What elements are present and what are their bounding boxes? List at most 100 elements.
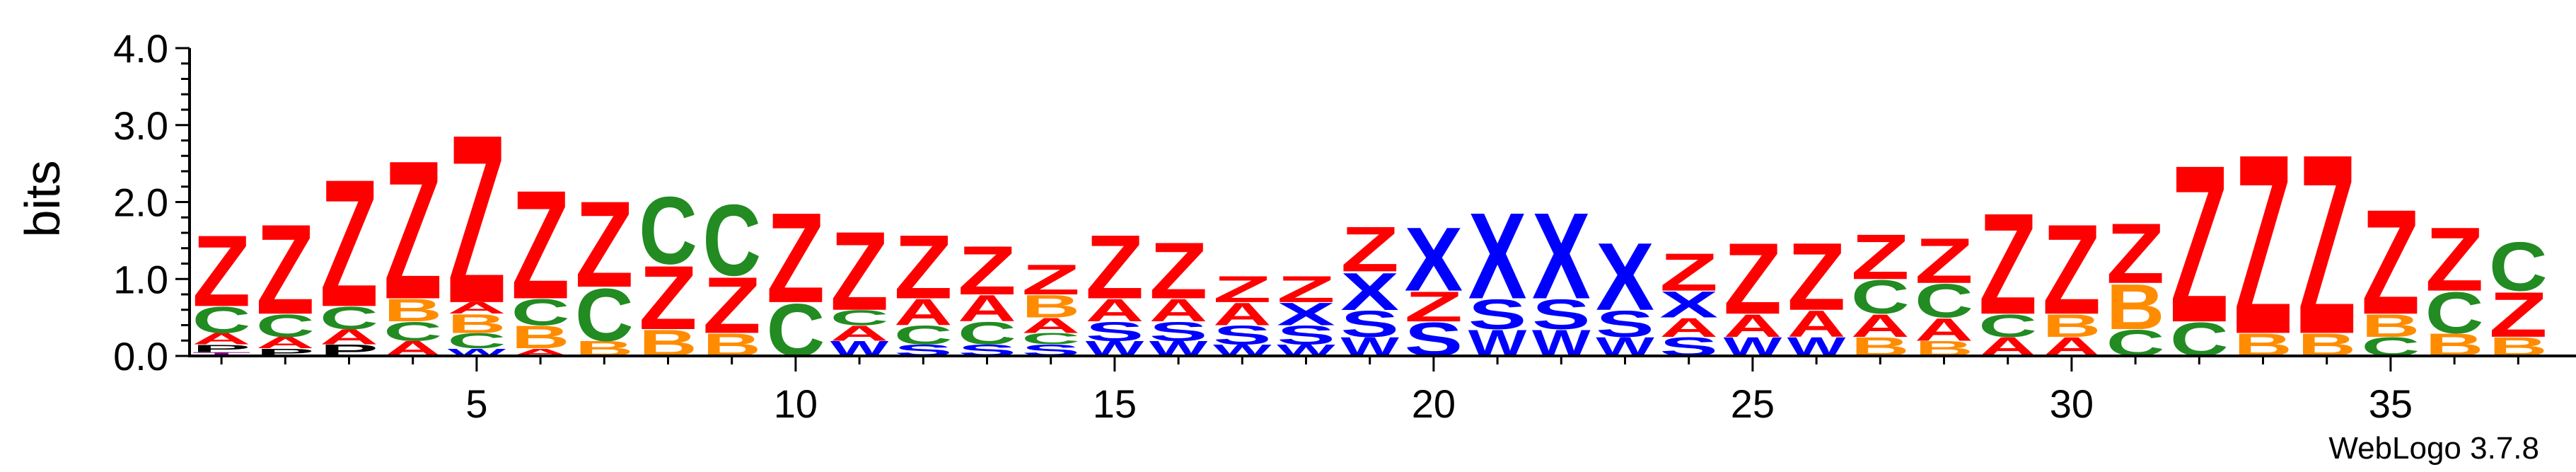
logo-glyph-c: C <box>1021 330 1080 347</box>
y-tick-label: 2.0 <box>113 180 168 225</box>
logo-glyph-x: X <box>1405 209 1463 311</box>
logo-glyph-a: A <box>830 321 889 345</box>
logo-glyph-a: A <box>1724 309 1782 344</box>
logo-glyph-c: C <box>702 184 761 297</box>
logo-glyph-x: X <box>1468 188 1527 326</box>
logo-glyph-z: Z <box>958 231 1016 309</box>
logo-glyph-a: A <box>1213 297 1272 332</box>
logo-glyph-b: B <box>1021 289 1080 324</box>
logo-glyph-z: Z <box>2425 209 2484 311</box>
x-tick-label: 15 <box>1093 381 1137 426</box>
logo-glyph-z: Z <box>2489 280 2548 351</box>
logo-glyph-z: Z <box>1086 217 1144 318</box>
logo-glyph-b: B <box>383 293 442 328</box>
logo-glyph-c: C <box>1915 275 1973 328</box>
logo-glyph-c: C <box>575 273 634 357</box>
logo-glyph-z: Z <box>1021 255 1080 304</box>
logo-glyph-a: A <box>958 287 1016 329</box>
logo-glyph-x: X <box>1596 224 1654 331</box>
logo-glyph-c: C <box>958 316 1016 351</box>
y-axis-label: bits <box>15 161 70 238</box>
logo-glyph-s: S <box>1086 317 1144 347</box>
logo-glyph-z: Z <box>1978 184 2037 345</box>
logo-glyph-b: B <box>2043 309 2101 344</box>
y-tick-label: 3.0 <box>113 103 168 148</box>
logo-glyph-z: Z <box>511 159 570 332</box>
logo-glyph-x: X <box>1340 262 1399 321</box>
x-tick-label: 35 <box>2369 381 2413 426</box>
logo-glyph-a: A <box>320 325 378 349</box>
logo-glyph-a: A <box>1086 293 1144 328</box>
logo-glyph-z: Z <box>1340 214 1399 286</box>
logo-glyph-s: S <box>1340 303 1399 345</box>
logo-glyph-c: C <box>894 321 953 350</box>
x-tick-label: 30 <box>2050 381 2094 426</box>
logo-glyph-c: C <box>256 309 315 344</box>
logo-glyph-z: Z <box>1787 224 1846 331</box>
logo-glyph-a: A <box>1915 312 1973 347</box>
x-tick-label: 5 <box>465 381 487 426</box>
logo-glyph-s: S <box>1532 290 1591 338</box>
x-tick-label: 10 <box>774 381 818 426</box>
y-tick-label: 1.0 <box>113 257 168 301</box>
logo-glyph-c: C <box>2425 280 2484 345</box>
logo-glyph-z: Z <box>1149 226 1208 316</box>
logo-glyph-a: A <box>192 330 251 347</box>
logo-glyph-z: Z <box>448 85 506 354</box>
logo-glyph-z: Z <box>1851 222 1910 294</box>
logo-glyph-z: Z <box>256 198 315 342</box>
logo-glyph-c: C <box>383 317 442 347</box>
logo-glyph-z: Z <box>1915 226 1973 297</box>
logo-glyph-b: B <box>2106 272 2165 343</box>
logo-glyph-a: A <box>448 299 506 317</box>
logo-glyph-s: S <box>1213 321 1272 350</box>
logo-glyph-z: Z <box>1405 282 1463 330</box>
logo-glyph-a: A <box>894 292 953 333</box>
logo-glyph-a: A <box>1021 313 1080 338</box>
logo-glyph-b: B <box>2362 309 2420 344</box>
logo-glyph-z: Z <box>1724 222 1782 335</box>
logo-glyph-x: X <box>1532 188 1591 326</box>
logo-glyph-a: A <box>256 334 315 352</box>
logo-glyph-c: C <box>320 301 378 336</box>
logo-glyph-z: Z <box>2043 198 2101 342</box>
logo-glyph-a: A <box>1787 303 1846 345</box>
logo-glyph-z: Z <box>2106 206 2165 301</box>
logo-glyph-c: C <box>192 299 251 341</box>
logo-glyph-z: Z <box>192 215 251 328</box>
logo-glyph-z: Z <box>1213 268 1272 310</box>
x-tick-label: 20 <box>1412 381 1456 426</box>
logo-glyph-b: B <box>448 309 506 339</box>
logo-glyph-c: C <box>511 292 570 333</box>
logo-glyph-z: Z <box>702 260 761 350</box>
logo-glyph-a: A <box>1851 309 1910 344</box>
logo-glyph-c: C <box>1978 309 2037 344</box>
logo-glyph-x: X <box>1277 297 1335 332</box>
logo-glyph-z: Z <box>639 248 697 349</box>
logo-glyph-a: A <box>1659 313 1718 343</box>
logo-glyph-z: Z <box>830 209 889 334</box>
logo-glyph-z: Z <box>575 176 634 313</box>
credit-label: WebLogo 3.7.8 <box>2328 431 2539 466</box>
logo-glyph-t: T <box>192 351 251 357</box>
logo-glyph-z: Z <box>1277 268 1335 310</box>
logo-glyph-z: Z <box>2297 101 2356 388</box>
logo-glyph-c: C <box>448 329 506 353</box>
y-tick-label: 0.0 <box>113 334 168 379</box>
logo-glyph-z: Z <box>1659 242 1718 301</box>
logo-glyph-z: Z <box>2170 118 2229 369</box>
logo-glyph-z: Z <box>2362 179 2420 347</box>
logo-glyph-p: P <box>192 343 251 355</box>
logo-glyph-z: Z <box>383 120 442 341</box>
logo-glyph-x: X <box>1659 284 1718 326</box>
logo-glyph-c: C <box>639 178 697 285</box>
logo-glyph-c: C <box>2489 227 2548 305</box>
logo-glyph-s: S <box>1149 317 1208 347</box>
logo-glyph-s: S <box>1277 321 1335 350</box>
x-tick-label: 25 <box>1731 381 1775 426</box>
axes <box>175 47 2576 372</box>
logo-glyph-a: A <box>1149 293 1208 328</box>
logo-glyph-b: B <box>511 320 570 355</box>
